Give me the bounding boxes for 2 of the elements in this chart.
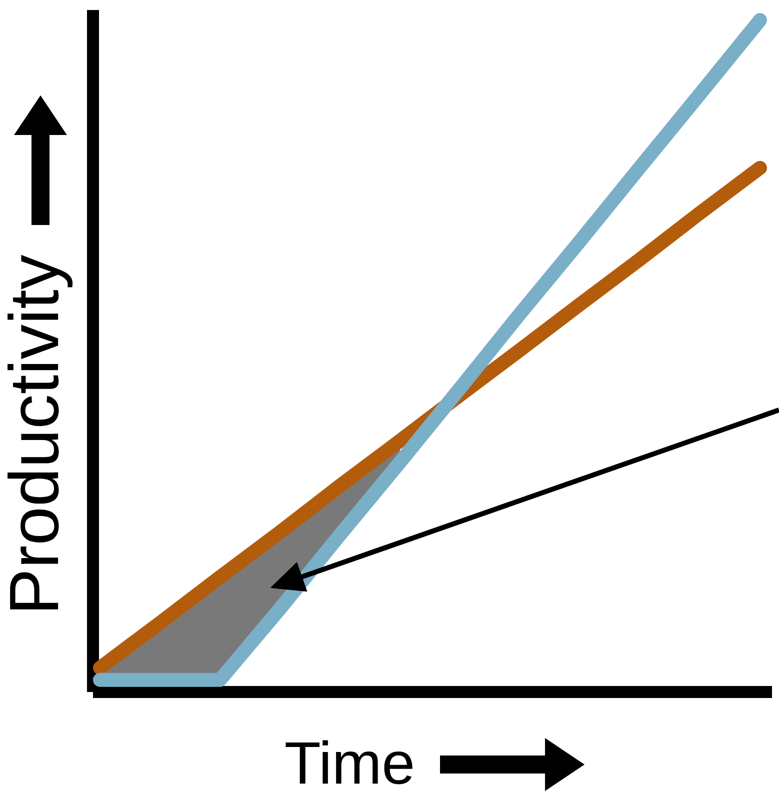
x-axis-title: Time (286, 740, 412, 784)
y-axis-title: Productivity (8, 254, 73, 610)
